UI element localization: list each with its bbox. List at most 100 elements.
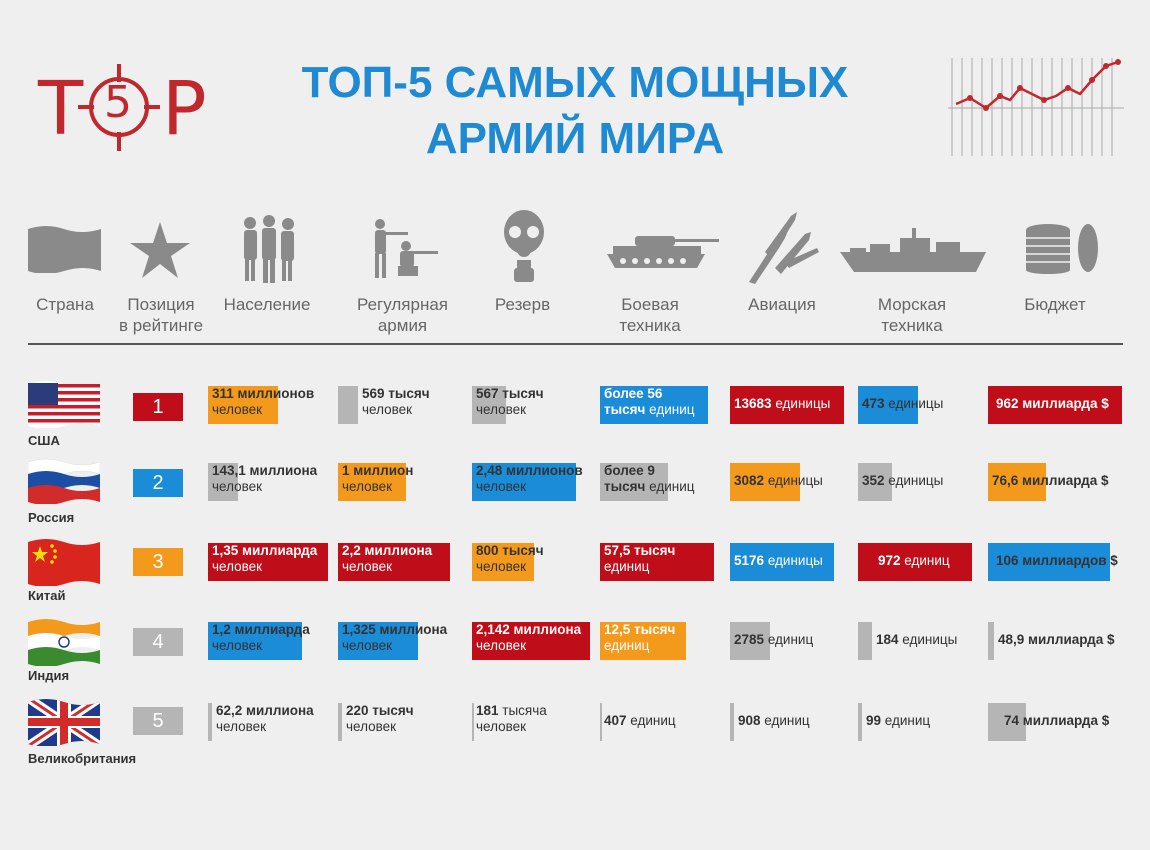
budget-bar [988, 386, 1122, 424]
unit: единицы [775, 396, 831, 411]
value: 57,5 тысяч [604, 543, 676, 558]
unit: человек [476, 638, 527, 653]
navy-bar [858, 622, 872, 660]
unit: единиц [904, 553, 950, 568]
population-bar [208, 463, 238, 501]
header-divider [28, 343, 1123, 345]
unit: тысяча [502, 703, 547, 718]
header-army-line1: Регулярная [356, 295, 448, 314]
unit: человек [342, 479, 393, 494]
tech-bar [600, 463, 668, 501]
population-bar [208, 386, 278, 424]
unit: человек [216, 719, 267, 734]
budget-bar [988, 463, 1046, 501]
rank-badge: 2 [133, 469, 183, 497]
unit: единицы [888, 473, 944, 488]
value: 12,5 тысяч [604, 622, 676, 637]
navy-bar [858, 463, 892, 501]
unit: единицы [902, 632, 958, 647]
value: 569 тысяч [362, 386, 430, 401]
title-line-1: ТОП-5 САМЫХ МОЩНЫХ [301, 58, 849, 107]
india-flag-icon [28, 619, 100, 666]
uk-flag-icon [28, 699, 100, 746]
value: 473 [862, 396, 885, 411]
coins-icon [1026, 224, 1098, 274]
value: 908 [738, 713, 761, 728]
logo-letter-p: P [162, 66, 207, 152]
header-tech: Боевая техника [600, 294, 700, 336]
tech-bar [600, 622, 686, 660]
value: 106 миллиардов $ [996, 553, 1118, 568]
value: 800 тысяч [476, 543, 544, 558]
reserve-bar [472, 543, 534, 581]
army-bar [338, 386, 358, 424]
aviation-bar [730, 703, 734, 741]
value: 74 миллиарда $ [1004, 713, 1110, 728]
soldiers-icon [375, 219, 438, 278]
aviation-bar [730, 543, 834, 581]
navy-bar [858, 543, 972, 581]
logo-digit: 5 [104, 77, 132, 128]
value: 3082 [734, 473, 765, 488]
value: более 9 [604, 463, 655, 478]
country-name: Великобритания [28, 751, 137, 766]
reserve-bar [472, 622, 590, 660]
unit: человек [342, 559, 393, 574]
value: 407 [604, 713, 627, 728]
budget-bar [988, 622, 994, 660]
unit: человек [212, 638, 263, 653]
unit: единиц [630, 713, 676, 728]
value: 1 миллион [342, 463, 414, 478]
usa-flag-icon [28, 381, 100, 428]
rank-badge: 3 [133, 548, 183, 576]
value: 220 тысяч [346, 703, 414, 718]
fighter-jets-icon [749, 212, 819, 284]
value: 1,325 миллиона [342, 622, 448, 637]
army-bar [338, 463, 406, 501]
value: 1,35 миллиарда [212, 543, 318, 558]
rank-badge: 5 [133, 707, 183, 735]
header-population: Население [223, 295, 311, 314]
china-flag-icon [28, 539, 100, 586]
unit: единиц [604, 559, 650, 574]
header-army-line2: армия [377, 316, 428, 335]
country-name: США [28, 433, 60, 448]
tech-bar [600, 386, 708, 424]
value: 962 миллиарда $ [996, 396, 1109, 411]
value: 972 [878, 553, 901, 568]
title-line-2: АРМИЙ МИРА [425, 114, 725, 163]
unit: единицы [767, 553, 823, 568]
population-bar [208, 543, 328, 581]
unit: единиц [767, 632, 814, 647]
tech-bar [600, 703, 602, 741]
reserve-bar [472, 386, 506, 424]
value: 5176 [734, 553, 765, 568]
unit: человек [212, 559, 263, 574]
crosshair-icon [78, 64, 160, 151]
header-tech-line2: техника [619, 316, 681, 335]
unit: человек [212, 402, 263, 417]
value: 99 [866, 713, 882, 728]
value: 48,9 миллиарда $ [998, 632, 1115, 647]
star-icon [130, 222, 190, 278]
value: 567 тысяч [476, 386, 544, 401]
population-bar [208, 622, 302, 660]
unit: человек [342, 638, 393, 653]
header-budget: Бюджет [1024, 295, 1086, 314]
flag-icon [28, 226, 101, 273]
budget-bar [988, 543, 1110, 581]
header-tech-line1: Боевая [621, 295, 679, 314]
rank-badge: 1 [133, 393, 183, 421]
value: 2,48 миллионов [476, 463, 583, 478]
page-title: ТОП-5 САМЫХ МОЩНЫХ АРМИЙ МИРА [250, 55, 900, 167]
gas-mask-icon [504, 210, 544, 282]
aviation-bar [730, 386, 844, 424]
country-name: Китай [28, 588, 66, 603]
aviation-bar [730, 463, 800, 501]
header-navy-line1: Морская [877, 295, 947, 314]
warship-icon [840, 228, 986, 272]
country-name: Индия [28, 668, 70, 683]
value: 181 [476, 703, 499, 718]
header-reserve: Резерв [494, 295, 551, 314]
russia-flag-icon [28, 458, 100, 504]
